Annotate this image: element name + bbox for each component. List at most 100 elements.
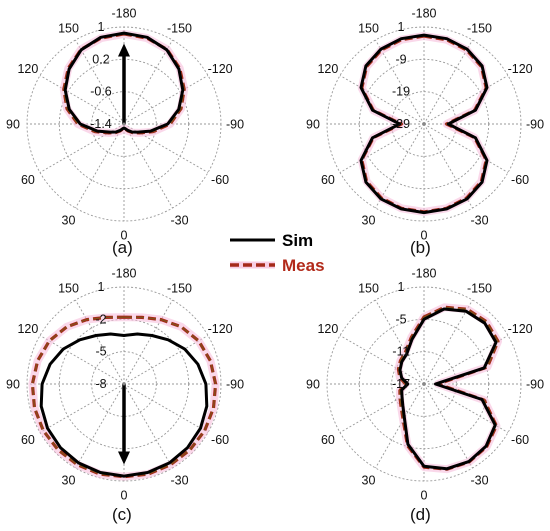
grid-spoke [423, 39, 473, 125]
polar-panel-2: -180 -150 -120 -90 -60 -30 0 30 60 90 120 150 1 -9 -19… [306, 7, 544, 258]
grid-spoke [423, 123, 473, 209]
angle-tick-label: -90 [526, 378, 544, 392]
polar-center [422, 122, 426, 126]
angle-tick-label: -90 [226, 118, 244, 132]
angle-tick-label: 90 [6, 118, 20, 132]
angle-tick-label: 150 [358, 21, 379, 35]
radial-tick-label: -1.4 [90, 117, 112, 131]
radial-tick-label: -19 [392, 85, 410, 99]
grid-spoke [423, 75, 509, 125]
angle-tick-label: -120 [508, 62, 533, 76]
grid-spoke [423, 299, 473, 385]
grid-spoke [39, 335, 125, 385]
panel-label: (b) [410, 238, 431, 257]
grid-spoke [375, 299, 425, 385]
grid-spoke [75, 383, 125, 469]
angle-tick-label: -180 [111, 267, 136, 281]
angle-tick-label: -60 [211, 173, 229, 187]
grid-spoke [123, 75, 209, 125]
polar-panel-3: -180 -150 -120 -90 -60 -30 0 30 60 90 120 150 1 -2 -5 -… [6, 267, 244, 525]
grid-spoke [123, 39, 173, 125]
angle-tick-label: 90 [306, 118, 320, 132]
angle-tick-label: -30 [470, 474, 488, 488]
angle-tick-label: -120 [508, 322, 533, 336]
angle-tick-label: 30 [62, 214, 76, 228]
angle-tick-label: -30 [170, 474, 188, 488]
angle-tick-label: 120 [317, 322, 338, 336]
angle-tick-label: -60 [511, 433, 529, 447]
radial-tick-label: -5 [395, 312, 406, 326]
angle-tick-label: -180 [411, 7, 436, 21]
radial-tick-label: 1 [98, 280, 105, 294]
radial-tick-label: -2 [95, 312, 106, 326]
polar-center [122, 382, 126, 386]
angle-tick-label: -150 [167, 281, 192, 295]
angle-tick-label: 0 [421, 489, 428, 503]
angle-tick-label: -120 [208, 62, 233, 76]
radial-tick-label: -17 [392, 377, 410, 391]
grid-spoke [423, 383, 473, 469]
angle-tick-label: 30 [62, 474, 76, 488]
grid-spoke [39, 383, 125, 433]
angle-tick-label: 30 [362, 214, 376, 228]
grid-spoke [375, 39, 425, 125]
angle-tick-label: 0 [421, 229, 428, 243]
radial-tick-label: 1 [398, 280, 405, 294]
meas-series-core [63, 33, 185, 134]
angle-tick-label: -150 [467, 21, 492, 35]
grid-spoke [123, 123, 173, 209]
legend: Sim Meas [230, 231, 325, 275]
direction-arrow-head [118, 451, 130, 465]
grid-spoke [75, 39, 125, 125]
radial-tick-label: 1 [398, 20, 405, 34]
sim-series-line [63, 31, 185, 134]
polar-center [122, 122, 126, 126]
grid-spoke [339, 75, 425, 125]
angle-tick-label: -180 [411, 267, 436, 281]
angle-tick-label: -30 [470, 214, 488, 228]
angle-tick-label: -30 [170, 214, 188, 228]
grid-spoke [339, 383, 425, 433]
grid-spoke [75, 299, 125, 385]
angle-tick-label: -150 [167, 21, 192, 35]
angle-tick-label: 150 [58, 281, 79, 295]
grid-spoke [339, 335, 425, 385]
radial-tick-label: -11 [392, 345, 409, 359]
legend-meas-label: Meas [282, 256, 325, 275]
angle-tick-label: 60 [21, 173, 35, 187]
grid-spoke [375, 383, 425, 469]
angle-tick-label: 150 [358, 281, 379, 295]
angle-tick-label: 60 [21, 433, 35, 447]
panel-label: (a) [112, 238, 133, 257]
grid-spoke [75, 123, 125, 209]
grid-spoke [123, 299, 173, 385]
angle-tick-label: 90 [306, 378, 320, 392]
radial-tick-label: 1 [98, 20, 105, 34]
angle-tick-label: -60 [511, 173, 529, 187]
angle-tick-label: 60 [321, 433, 335, 447]
angle-tick-label: 90 [6, 378, 20, 392]
radial-tick-label: 0.2 [92, 52, 109, 66]
angle-tick-label: 120 [17, 322, 38, 336]
sim-series-line [398, 307, 498, 471]
angle-tick-label: 150 [58, 21, 79, 35]
radial-tick-label: -29 [392, 117, 410, 131]
sim-series-line [359, 33, 489, 215]
angle-tick-label: 30 [362, 474, 376, 488]
radial-tick-label: -9 [395, 52, 406, 66]
grid-spoke [123, 383, 209, 433]
radial-tick-label: -5 [95, 345, 106, 359]
angle-tick-label: 0 [121, 489, 128, 503]
angle-tick-label: -120 [208, 322, 233, 336]
grid-spoke [339, 123, 425, 173]
polar-panel-4: -180 -150 -120 -90 -60 -30 0 30 60 90 120 150 1 -5 -11… [306, 267, 544, 525]
angle-tick-label: -90 [526, 118, 544, 132]
polar-center [422, 382, 426, 386]
angle-tick-label: 120 [317, 62, 338, 76]
grid-spoke [375, 123, 425, 209]
angle-tick-label: 60 [321, 173, 335, 187]
grid-spoke [423, 123, 509, 173]
grid-spoke [123, 335, 209, 385]
angle-tick-label: 120 [17, 62, 38, 76]
